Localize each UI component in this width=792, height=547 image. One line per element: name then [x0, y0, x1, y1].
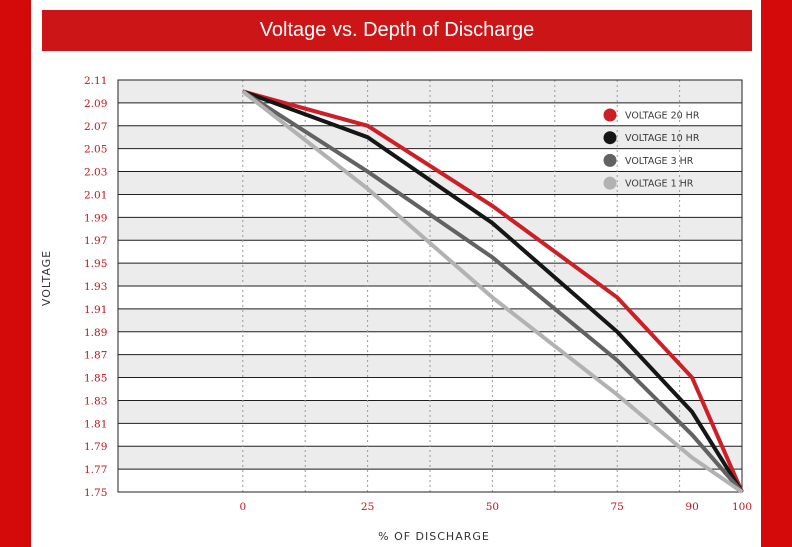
- legend-marker: [603, 108, 617, 122]
- y-tick-label: 1.81: [84, 418, 107, 430]
- plot-band: [118, 125, 742, 149]
- plot-band: [118, 446, 742, 470]
- legend-label: VOLTAGE 3 HR: [625, 156, 694, 167]
- y-tick-label: 1.89: [84, 327, 107, 339]
- series-lines: [241, 89, 744, 494]
- legend-label: VOLTAGE 1 HR: [625, 179, 694, 190]
- x-tick-label: 0: [239, 501, 246, 513]
- plot-band: [118, 377, 742, 401]
- y-tick-label: 2.07: [84, 121, 107, 133]
- x-tick-label: 25: [361, 501, 374, 513]
- x-axis-title: % OF DISCHARGE: [378, 530, 490, 543]
- series-line: [241, 89, 744, 494]
- plot-band: [118, 423, 742, 447]
- plot-band: [118, 331, 742, 355]
- x-tick-label: 75: [611, 501, 624, 513]
- y-tick-label: 1.77: [84, 464, 107, 476]
- y-tick-label: 1.75: [84, 487, 107, 499]
- plot-band: [118, 171, 742, 195]
- y-tick-label: 1.87: [84, 350, 107, 362]
- y-tick-label: 1.83: [84, 395, 107, 407]
- plot-band: [118, 102, 742, 126]
- chart-title: Voltage vs. Depth of Discharge: [42, 10, 752, 51]
- x-tick-label: 90: [685, 501, 698, 513]
- legend: VOLTAGE 20 HR VOLTAGE 10 HR VOLTAGE 3 HR VO…: [603, 108, 700, 190]
- legend-marker: [603, 131, 617, 145]
- x-tick-label: 100: [732, 501, 752, 513]
- y-tick-label: 2.03: [84, 167, 107, 179]
- legend-marker: [603, 176, 617, 190]
- series-line: [242, 89, 744, 494]
- y-tick-label: 1.99: [84, 212, 107, 224]
- y-tick-label: 1.95: [84, 258, 107, 270]
- y-tick-label: 1.97: [84, 235, 107, 247]
- plot-band: [118, 263, 742, 286]
- y-axis-ticks: 2.11 2.09 2.07 2.05 2.03 2.01 1.99 1.97 1.95 1.93…: [84, 75, 107, 499]
- y-axis-title: VOLTAGE: [40, 250, 53, 306]
- y-tick-label: 2.05: [84, 144, 107, 156]
- y-tick-label: 1.91: [84, 304, 107, 316]
- y-tick-label: 1.85: [84, 373, 107, 385]
- y-tick-label: 2.09: [84, 98, 107, 110]
- plot-band: [118, 217, 742, 241]
- y-tick-label: 1.93: [84, 281, 107, 293]
- y-tick-label: 1.79: [84, 441, 107, 453]
- legend-label: VOLTAGE 20 HR: [625, 111, 700, 122]
- series-line: [241, 89, 744, 494]
- series-line: [242, 89, 744, 493]
- y-tick-label: 2.11: [84, 75, 107, 87]
- plot-frame: [117, 79, 743, 493]
- x-axis-ticks: 0 25 50 75 90 100: [239, 501, 752, 513]
- legend-label: VOLTAGE 10 HR: [625, 133, 700, 144]
- legend-marker: [603, 153, 617, 167]
- y-tick-label: 2.01: [84, 189, 107, 201]
- x-tick-label: 50: [486, 501, 499, 513]
